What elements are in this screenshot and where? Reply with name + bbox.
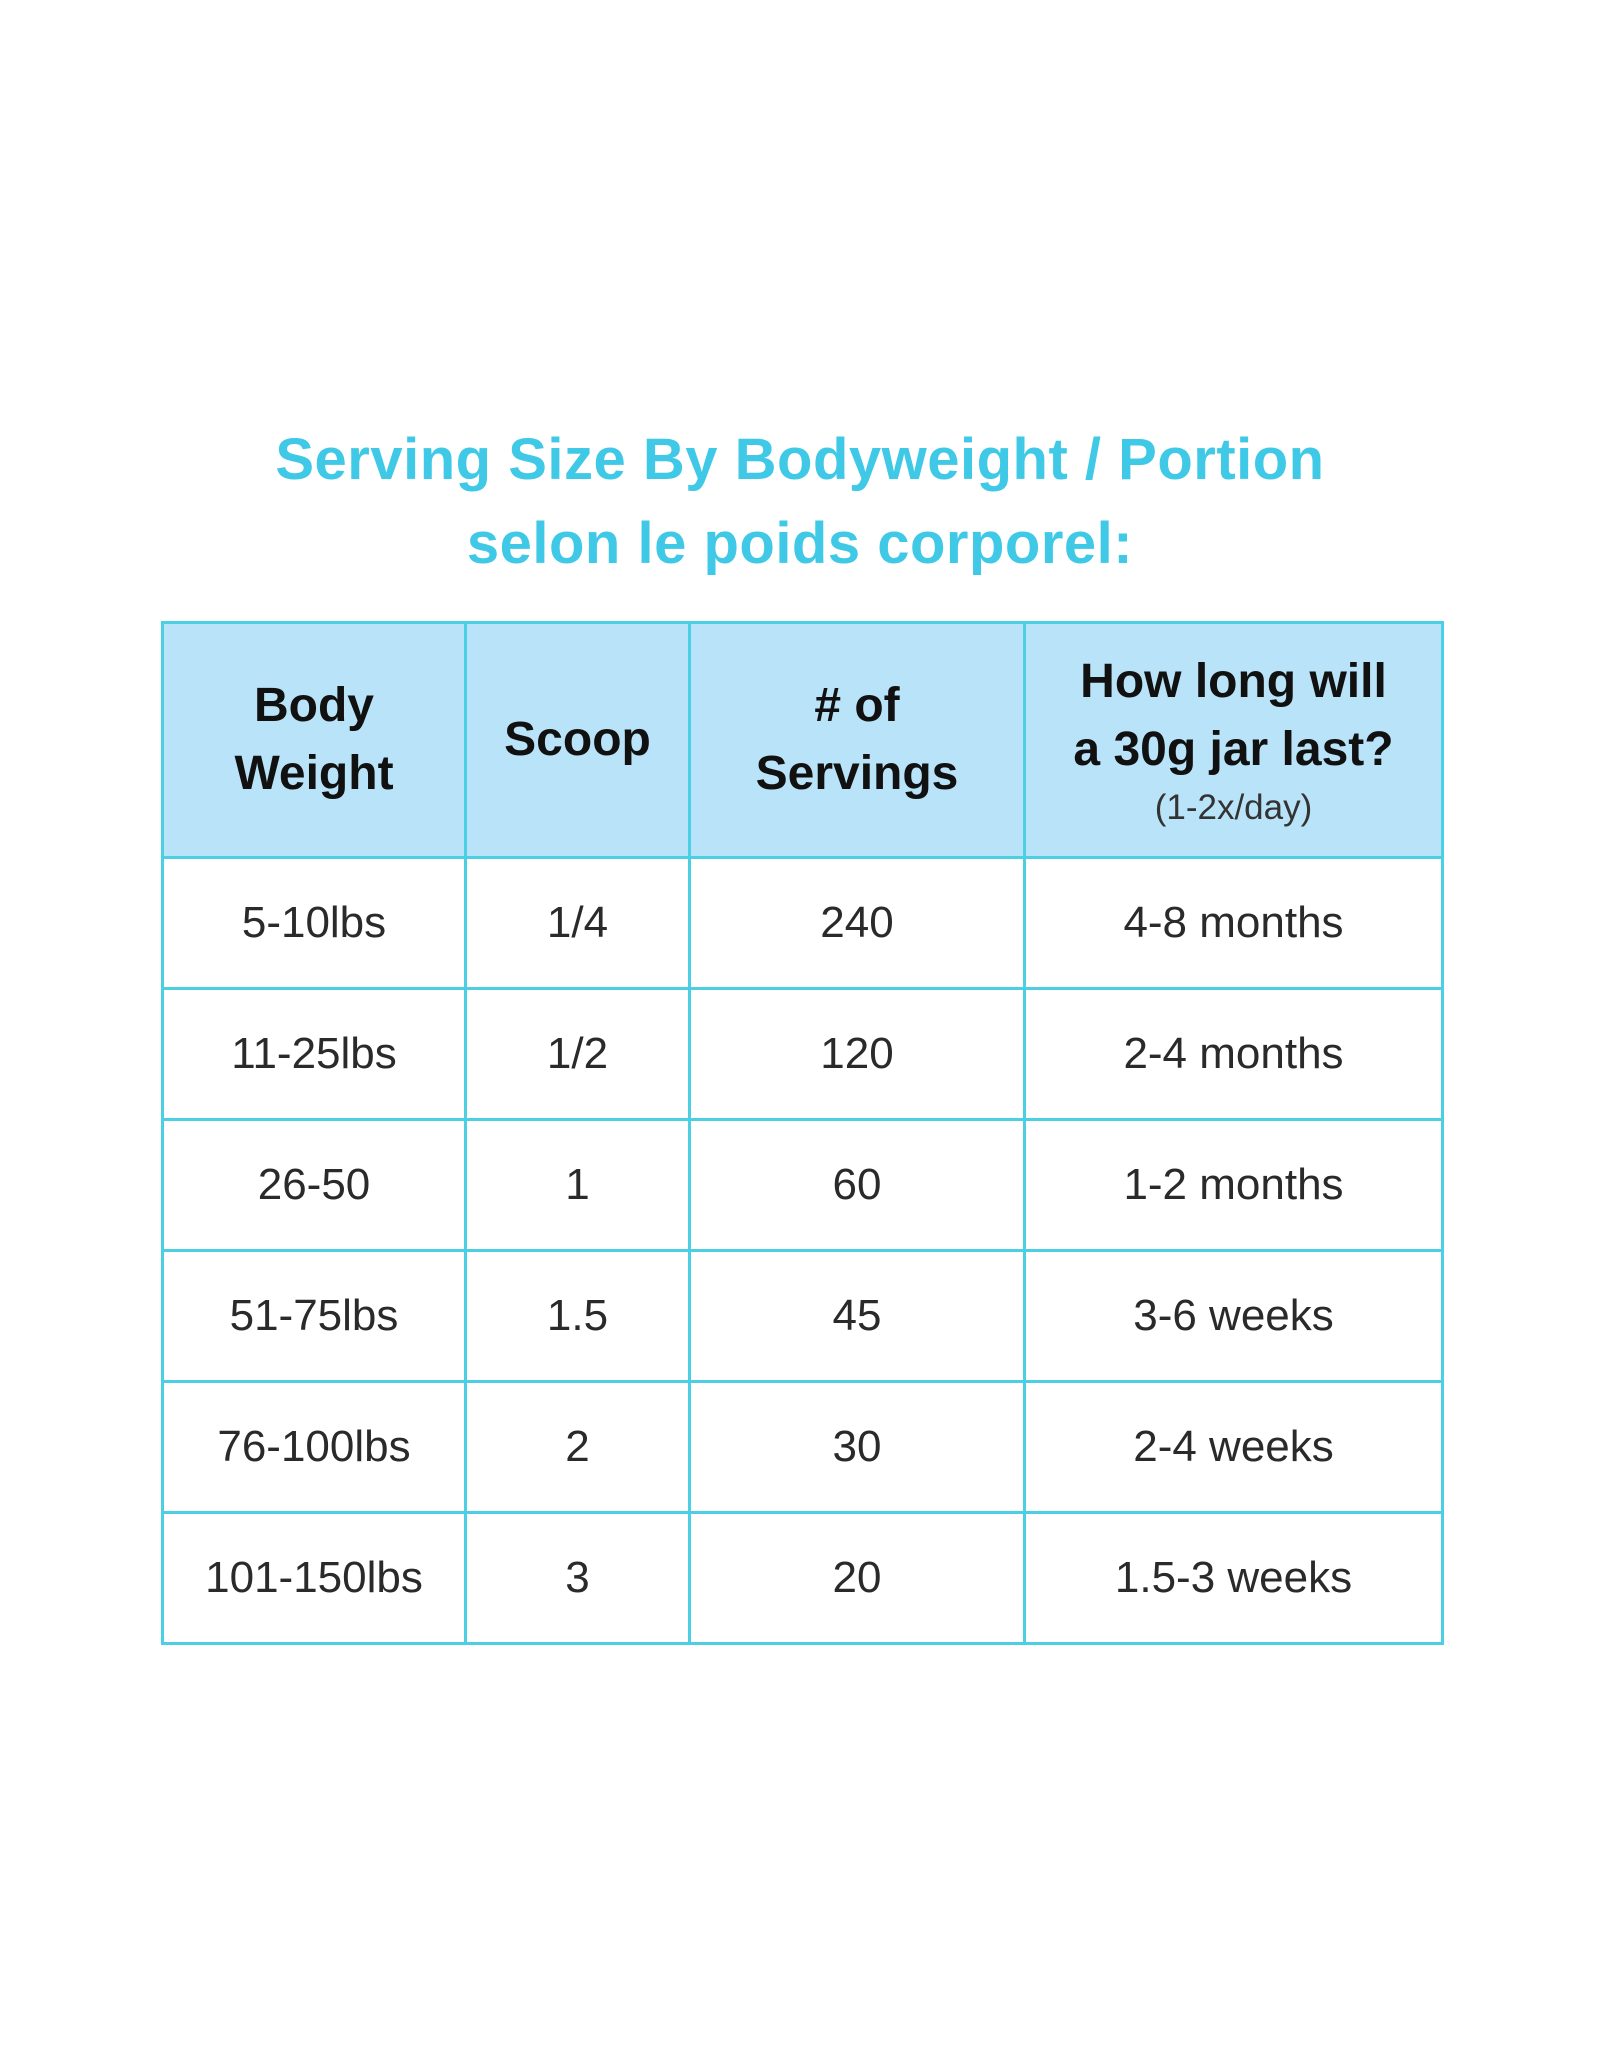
cell-scoop: 1.5: [464, 1249, 691, 1383]
page-title: Serving Size By Bodyweight / Portion sel…: [0, 418, 1600, 586]
header-body-weight: Body Weight: [161, 621, 467, 859]
cell-scoop: 1: [464, 1118, 691, 1252]
cell-body-weight: 11-25lbs: [161, 987, 467, 1121]
cell-duration: 3-6 weeks: [1023, 1249, 1444, 1383]
header-servings-line-2: Servings: [755, 747, 959, 800]
cell-servings: 120: [688, 987, 1026, 1121]
header-body-weight-line-1: Body: [254, 679, 374, 732]
header-servings-line-1: # of: [814, 679, 900, 732]
table-row: 5-10lbs 1/4 240 4-8 months: [161, 856, 1444, 990]
cell-body-weight: 51-75lbs: [161, 1249, 467, 1383]
cell-duration: 1-2 months: [1023, 1118, 1444, 1252]
cell-body-weight: 101-150lbs: [161, 1511, 467, 1645]
header-body-weight-line-2: Weight: [234, 747, 394, 800]
header-scoop-label: Scoop: [504, 713, 651, 766]
header-servings: # of Servings: [688, 621, 1026, 859]
table-row: 11-25lbs 1/2 120 2-4 months: [161, 987, 1444, 1121]
header-duration-note: (1-2x/day): [1154, 788, 1313, 827]
cell-duration: 1.5-3 weeks: [1023, 1511, 1444, 1645]
cell-scoop: 1/2: [464, 987, 691, 1121]
serving-size-table: Body Weight Scoop # of Servings How long…: [161, 621, 1444, 1645]
cell-body-weight: 5-10lbs: [161, 856, 467, 990]
table-row: 51-75lbs 1.5 45 3-6 weeks: [161, 1249, 1444, 1383]
table-row: 26-50 1 60 1-2 months: [161, 1118, 1444, 1252]
table-row: 76-100lbs 2 30 2-4 weeks: [161, 1380, 1444, 1514]
cell-servings: 45: [688, 1249, 1026, 1383]
cell-scoop: 1/4: [464, 856, 691, 990]
header-duration: How long will a 30g jar last? (1-2x/day): [1023, 621, 1444, 859]
title-line-1: Serving Size By Bodyweight / Portion: [275, 427, 1325, 492]
header-duration-line-1: How long will: [1080, 655, 1387, 708]
cell-duration: 4-8 months: [1023, 856, 1444, 990]
cell-body-weight: 76-100lbs: [161, 1380, 467, 1514]
cell-servings: 30: [688, 1380, 1026, 1514]
cell-scoop: 2: [464, 1380, 691, 1514]
cell-servings: 240: [688, 856, 1026, 990]
cell-duration: 2-4 weeks: [1023, 1380, 1444, 1514]
header-duration-line-2: a 30g jar last?: [1073, 723, 1394, 776]
title-line-2: selon le poids corporel:: [466, 511, 1134, 576]
cell-servings: 20: [688, 1511, 1026, 1645]
table-row: 101-150lbs 3 20 1.5-3 weeks: [161, 1511, 1444, 1645]
table-header-row: Body Weight Scoop # of Servings How long…: [161, 621, 1444, 859]
cell-body-weight: 26-50: [161, 1118, 467, 1252]
cell-duration: 2-4 months: [1023, 987, 1444, 1121]
cell-scoop: 3: [464, 1511, 691, 1645]
cell-servings: 60: [688, 1118, 1026, 1252]
header-scoop: Scoop: [464, 621, 691, 859]
